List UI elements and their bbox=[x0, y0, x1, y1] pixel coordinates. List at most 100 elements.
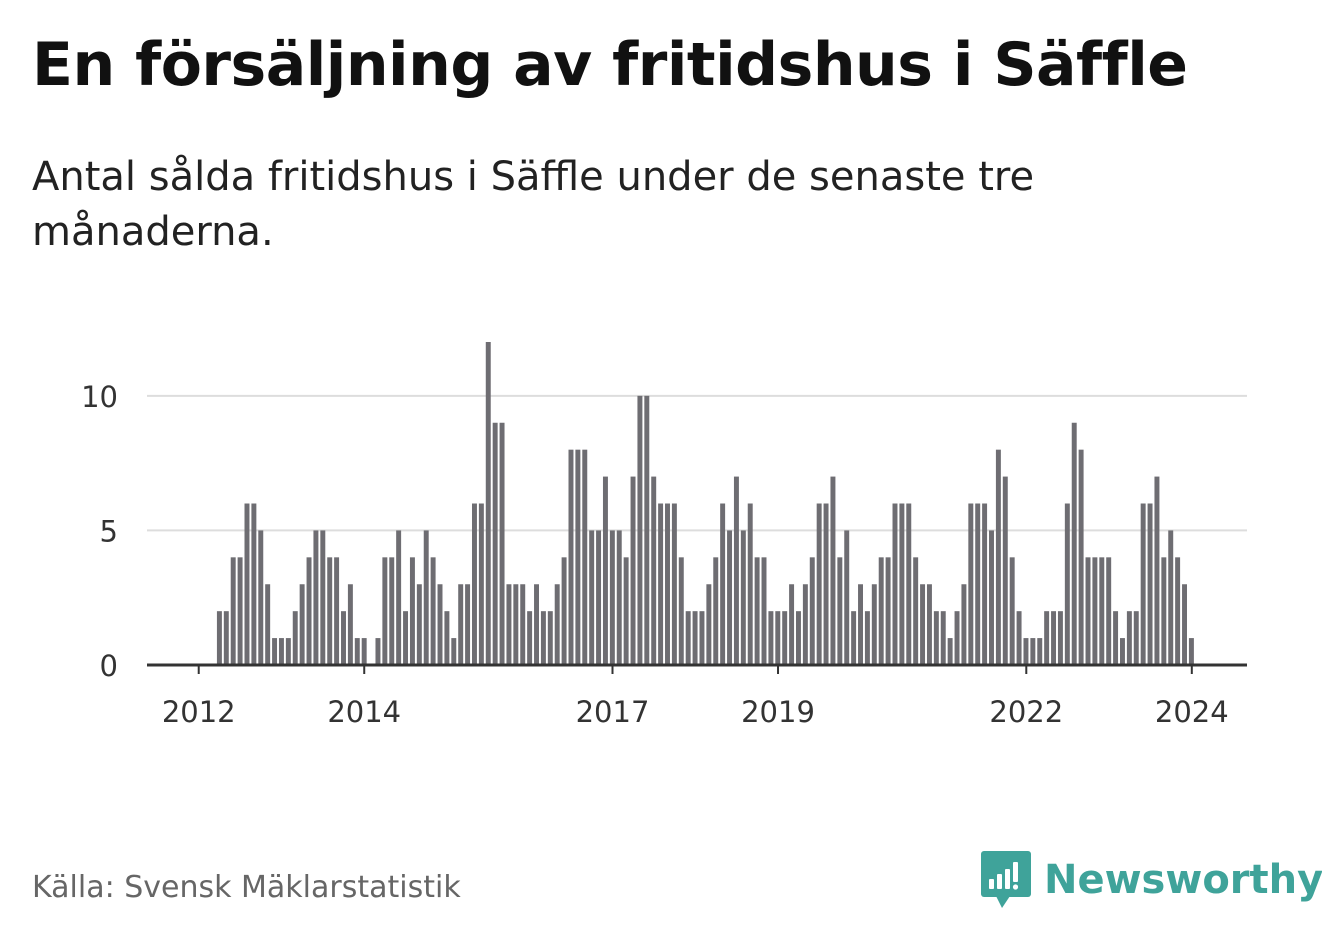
bar bbox=[899, 503, 905, 665]
bar bbox=[320, 530, 326, 665]
bar bbox=[947, 638, 953, 665]
bar bbox=[871, 584, 877, 665]
bar bbox=[540, 611, 546, 665]
bar bbox=[465, 584, 471, 665]
bar bbox=[995, 449, 1001, 665]
brand-name: Newsworthy bbox=[1044, 857, 1322, 903]
bar bbox=[299, 584, 305, 665]
bar bbox=[1182, 584, 1187, 665]
bar bbox=[1161, 557, 1167, 665]
bar bbox=[885, 557, 891, 665]
x-tick-label-2014: 2014 bbox=[327, 695, 401, 729]
bar bbox=[858, 584, 863, 665]
bar bbox=[602, 476, 608, 665]
bar bbox=[864, 611, 870, 665]
bar bbox=[596, 530, 602, 665]
bar bbox=[499, 422, 505, 665]
bar bbox=[285, 638, 291, 665]
source-note: Källa: Svensk Mäklarstatistik bbox=[32, 870, 461, 905]
bar bbox=[216, 611, 222, 665]
bar bbox=[713, 557, 719, 665]
bar bbox=[396, 530, 402, 665]
y-tick-label-0: 0 bbox=[100, 649, 118, 683]
bar bbox=[582, 449, 588, 665]
bar bbox=[651, 476, 657, 665]
highlight-value-label: 1 bbox=[1190, 300, 1208, 307]
bar bbox=[382, 557, 388, 665]
bar bbox=[637, 395, 643, 665]
bar bbox=[251, 503, 257, 665]
bar bbox=[506, 584, 512, 665]
bar bbox=[230, 557, 236, 665]
bar bbox=[844, 530, 850, 665]
bar bbox=[237, 557, 243, 665]
bar bbox=[1078, 449, 1084, 665]
bar bbox=[733, 476, 739, 665]
bar bbox=[589, 530, 595, 665]
bar bbox=[1168, 530, 1174, 665]
bar bbox=[1175, 557, 1181, 665]
bar bbox=[423, 530, 429, 665]
bar bbox=[485, 342, 491, 665]
bar bbox=[520, 584, 526, 665]
bar bbox=[740, 530, 746, 665]
bar bbox=[1044, 611, 1050, 665]
bar bbox=[513, 584, 519, 665]
bar bbox=[292, 611, 298, 665]
bar bbox=[1113, 611, 1119, 665]
bar bbox=[1016, 611, 1022, 665]
bar bbox=[623, 557, 629, 665]
bar bbox=[775, 611, 781, 665]
y-tick-label-5: 5 bbox=[100, 514, 118, 548]
bar bbox=[616, 530, 622, 665]
bar bbox=[913, 557, 919, 665]
bar bbox=[754, 557, 760, 665]
bar bbox=[1064, 503, 1070, 665]
x-tick-label-2017: 2017 bbox=[576, 695, 650, 729]
bar bbox=[1085, 557, 1091, 665]
chart-subtitle: Antal sålda fritidshus i Säffle under de… bbox=[32, 154, 1035, 255]
bar bbox=[630, 476, 636, 665]
brand-logo[interactable]: Newsworthy bbox=[980, 850, 1322, 910]
bar bbox=[989, 530, 994, 665]
bar bbox=[699, 611, 705, 665]
bar bbox=[816, 503, 822, 665]
bar bbox=[403, 611, 409, 665]
bar bbox=[527, 611, 533, 665]
bar bbox=[851, 611, 857, 665]
x-tick-label-2024: 2024 bbox=[1155, 695, 1229, 729]
bar bbox=[547, 611, 553, 665]
bar bbox=[692, 611, 698, 665]
bar bbox=[685, 611, 691, 665]
bar bbox=[478, 503, 484, 665]
bar bbox=[244, 503, 250, 665]
bar bbox=[1071, 422, 1077, 665]
bar bbox=[837, 557, 843, 665]
bar bbox=[1037, 638, 1043, 665]
bar bbox=[1140, 503, 1146, 665]
bar bbox=[1106, 557, 1112, 665]
bar bbox=[706, 584, 712, 665]
x-tick-label-2012: 2012 bbox=[162, 695, 236, 729]
bar bbox=[789, 584, 795, 665]
bar bbox=[678, 557, 684, 665]
bar bbox=[568, 449, 574, 665]
bar bbox=[1119, 638, 1125, 665]
bar bbox=[341, 611, 346, 665]
bar bbox=[926, 584, 932, 665]
bar bbox=[982, 503, 988, 665]
bar bbox=[575, 449, 581, 665]
bar bbox=[671, 503, 677, 665]
bar bbox=[644, 395, 650, 665]
bar bbox=[272, 638, 278, 665]
bar bbox=[409, 557, 415, 665]
bar bbox=[451, 638, 457, 665]
bar bbox=[1092, 557, 1098, 665]
bar bbox=[1133, 611, 1139, 665]
bar bbox=[906, 503, 912, 665]
bar bbox=[471, 503, 477, 665]
bar bbox=[768, 611, 774, 665]
x-tick-label-2022: 2022 bbox=[989, 695, 1063, 729]
bar bbox=[416, 584, 422, 665]
bar bbox=[278, 638, 284, 665]
